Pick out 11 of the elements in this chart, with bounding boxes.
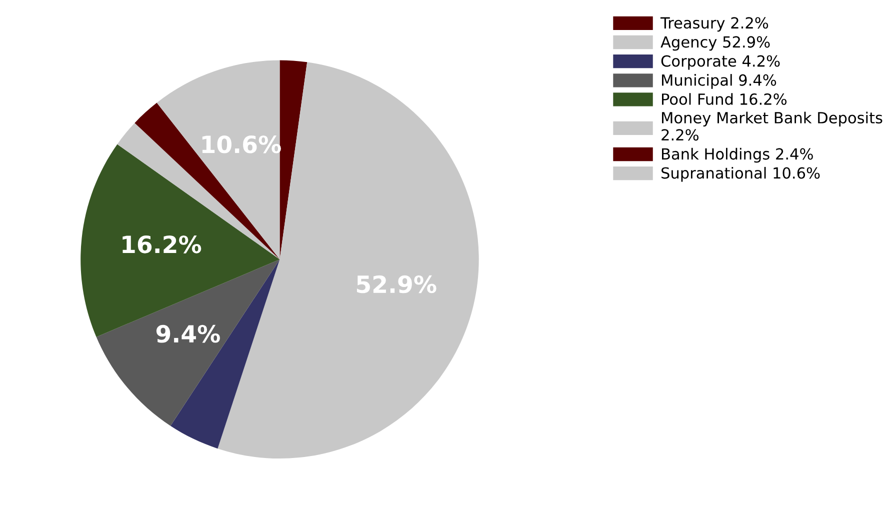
pie-slice [96, 259, 280, 426]
legend-label: Municipal 9.4% [662, 74, 776, 89]
legend-label: Treasury 2.2% [660, 17, 768, 32]
data-label: 16.2% [122, 235, 202, 254]
legend-label: Pool Fund 16.2% [662, 93, 787, 105]
legend-label: Bank Holdings 2.4% [662, 148, 813, 163]
data-label: 9.4% [156, 324, 220, 343]
legend-label: Supranational 10.6% [662, 166, 820, 182]
legend-label: Money Market Bank Deposits 2.2% [662, 112, 882, 141]
legend-label: Agency 52.9% [660, 36, 770, 51]
legend-label: Corporate 4.2% [661, 55, 780, 70]
